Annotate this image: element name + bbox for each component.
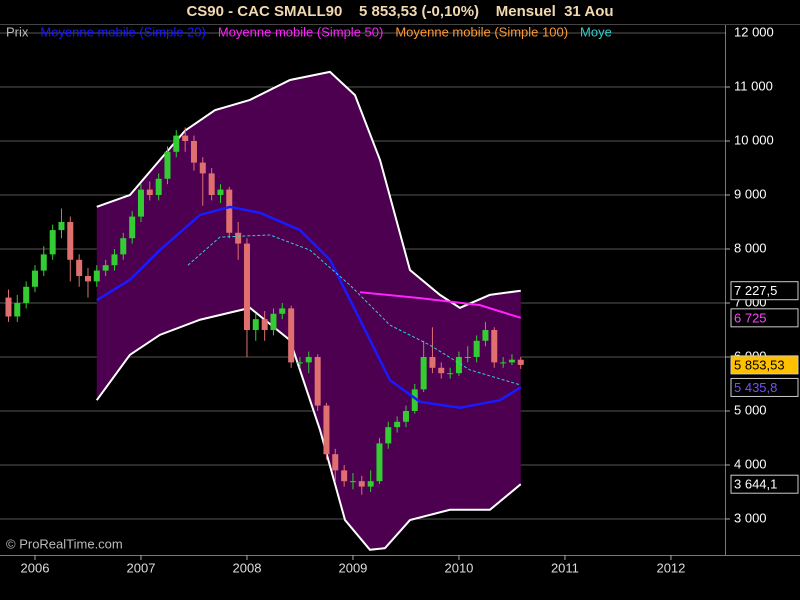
candle-body	[5, 297, 12, 317]
chart-title: CS90 - CAC SMALL90 5 853,53 (-0,10%) Men…	[186, 3, 613, 20]
candle-body	[473, 340, 480, 357]
candle-body	[93, 270, 100, 282]
legend-entry: Moye	[580, 24, 612, 39]
candle-body	[491, 329, 498, 363]
legend-entry: Moyenne mobile (Simple 20)	[40, 24, 205, 39]
candle-body	[31, 270, 38, 287]
end-label: 5 853,53	[734, 357, 785, 372]
candle-body	[49, 230, 56, 255]
y-tick-label: 4 000	[734, 456, 767, 471]
candle-body	[217, 189, 224, 195]
end-label: 6 725	[734, 310, 767, 325]
candle-body	[420, 356, 427, 390]
x-tick-label: 2011	[551, 560, 579, 575]
candle-body	[58, 221, 65, 231]
candle-body	[190, 140, 197, 163]
end-label-box	[730, 308, 799, 328]
candle-body	[464, 356, 471, 358]
candle-body	[67, 221, 74, 260]
candle-body	[385, 427, 392, 444]
candle-body	[40, 254, 47, 271]
candle-body	[517, 359, 524, 365]
candle-body	[296, 362, 303, 364]
candle-body	[332, 454, 339, 471]
candle-body	[226, 189, 233, 233]
x-tick-label: 2008	[233, 560, 262, 575]
end-label: 3 644,1	[734, 477, 777, 492]
candle-body	[111, 254, 118, 266]
candle-body	[323, 405, 330, 455]
y-tick-label: 11 000	[734, 78, 773, 93]
candle-body	[438, 367, 445, 374]
end-label-box	[730, 281, 799, 301]
end-label: 7 227,5	[734, 283, 777, 298]
candle-body	[137, 189, 144, 217]
end-label-box	[730, 474, 799, 494]
candle-body	[252, 319, 259, 330]
candle-body	[402, 410, 409, 422]
candle-body	[429, 356, 436, 368]
candle-body	[84, 275, 91, 282]
candle-body	[455, 356, 462, 374]
moving-average	[187, 234, 521, 386]
candle-body	[447, 373, 454, 375]
candle-body	[394, 421, 401, 428]
candle-body	[155, 178, 162, 195]
end-label-box	[730, 355, 799, 375]
candle-body	[23, 286, 30, 303]
candle-body	[76, 259, 83, 276]
candle-body	[14, 302, 21, 317]
x-tick-label: 2007	[127, 560, 156, 575]
y-tick-label: 10 000	[734, 132, 774, 147]
band-upper	[96, 70, 521, 309]
candle-body	[208, 173, 215, 195]
axis-mask	[726, 25, 800, 43]
candle-body	[367, 481, 374, 487]
candle-body	[146, 189, 153, 195]
band-lower	[95, 306, 522, 551]
candle-body	[199, 162, 206, 174]
candle-body	[341, 470, 348, 482]
candle-body	[358, 481, 365, 487]
candle-body	[129, 216, 136, 239]
candle-body	[349, 481, 356, 483]
candle-body	[235, 232, 242, 244]
end-label: 5 435,8	[734, 380, 777, 395]
x-tick-label: 2009	[338, 560, 367, 575]
candle-body	[411, 389, 418, 411]
legend-entry: Prix	[6, 24, 29, 39]
x-tick-label: 2012	[656, 560, 685, 575]
legend-entry: Moyenne mobile (Simple 100)	[395, 24, 568, 39]
candle-body	[500, 362, 507, 364]
legend-entry: Moyenne mobile (Simple 50)	[218, 24, 383, 39]
x-tick-label: 2010	[444, 560, 473, 575]
y-tick-label: 3 000	[734, 510, 767, 525]
candle-body	[261, 319, 268, 330]
candle-body	[102, 265, 109, 271]
y-tick-label: 12 000	[734, 24, 774, 39]
candle-body	[164, 151, 171, 179]
candle-body	[270, 313, 277, 330]
watermark: © ProRealTime.com	[6, 536, 123, 551]
candle-body	[182, 135, 189, 141]
y-tick-label: 9 000	[734, 186, 767, 201]
end-label-box	[730, 377, 799, 397]
candle-body	[279, 308, 286, 314]
candle-body	[508, 359, 515, 363]
candle-body	[243, 243, 250, 330]
moving-average	[359, 291, 522, 319]
x-tick-label: 2006	[21, 560, 50, 575]
y-tick-label: 8 000	[734, 240, 767, 255]
y-tick-label: 5 000	[734, 402, 767, 417]
candle-body	[376, 443, 383, 482]
candle-body	[288, 308, 295, 363]
candle-body	[173, 135, 180, 152]
candle-body	[314, 356, 321, 406]
candle-body	[482, 329, 489, 341]
moving-average	[96, 205, 522, 410]
candle-body	[120, 238, 127, 255]
candle-body	[305, 356, 312, 363]
